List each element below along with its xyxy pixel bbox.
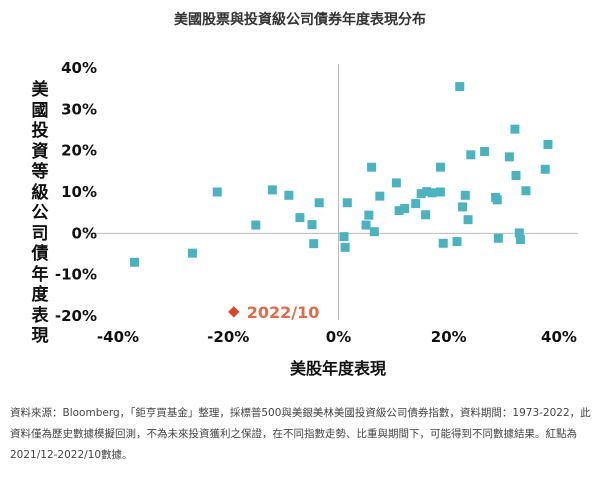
y-tick-label: -20% bbox=[55, 307, 97, 325]
y-tick-label: 20% bbox=[61, 142, 97, 160]
data-point bbox=[435, 162, 445, 172]
data-point bbox=[361, 220, 371, 230]
data-points bbox=[130, 82, 553, 267]
data-point bbox=[492, 195, 502, 205]
data-point bbox=[466, 150, 476, 160]
data-point bbox=[307, 220, 317, 230]
data-point bbox=[251, 220, 261, 230]
source-note: 資料來源：Bloomberg，「鉅亨買基金」整理，採標普500與美銀美林美國投資… bbox=[10, 407, 591, 461]
data-point bbox=[342, 198, 352, 208]
data-point bbox=[309, 239, 319, 249]
data-point bbox=[515, 235, 525, 245]
data-point bbox=[400, 204, 410, 214]
scatter-plot: 40%30%20%10%0%-10%-20% -40% -20% 0% 20% 40% … bbox=[55, 59, 578, 346]
data-point bbox=[130, 257, 140, 267]
data-point bbox=[369, 227, 379, 237]
data-point bbox=[510, 124, 520, 134]
data-point bbox=[394, 206, 404, 216]
highlight-annotation: 2022/10 bbox=[228, 303, 319, 322]
x-tick-label: -40% bbox=[97, 328, 139, 346]
x-tick-label: -20% bbox=[207, 328, 249, 346]
x-axis-label: 美股年度表現 bbox=[289, 359, 386, 378]
data-point bbox=[422, 187, 432, 197]
data-point bbox=[187, 248, 197, 258]
data-point bbox=[458, 202, 468, 212]
data-point bbox=[284, 190, 294, 200]
x-tick-label: 20% bbox=[431, 328, 467, 346]
data-point bbox=[438, 238, 448, 248]
data-point bbox=[391, 178, 401, 188]
data-point bbox=[452, 237, 462, 247]
data-point bbox=[339, 232, 349, 242]
data-point bbox=[314, 198, 324, 208]
y-axis-label: 美國投資等級公司債年度表現 bbox=[31, 80, 49, 346]
data-point bbox=[435, 187, 445, 197]
x-tick-labels: -40% -20% 0% 20% 40% bbox=[97, 328, 577, 346]
data-point bbox=[514, 228, 524, 238]
data-point bbox=[493, 233, 503, 243]
data-point bbox=[543, 139, 553, 149]
data-point bbox=[460, 190, 470, 200]
chart-title: 美國股票與投資級公司債券年度表現分布 bbox=[174, 12, 426, 28]
y-tick-label: 10% bbox=[61, 183, 97, 201]
x-tick-label: 40% bbox=[541, 328, 577, 346]
data-point bbox=[364, 210, 374, 220]
data-point bbox=[521, 186, 531, 196]
data-point bbox=[212, 187, 222, 197]
data-point bbox=[295, 213, 305, 223]
highlight-point bbox=[228, 306, 240, 318]
data-point bbox=[480, 146, 490, 156]
data-point bbox=[267, 185, 277, 195]
data-point bbox=[411, 199, 421, 209]
data-point bbox=[421, 210, 431, 220]
y-tick-label: -10% bbox=[55, 266, 97, 284]
data-point bbox=[416, 189, 426, 199]
data-point bbox=[455, 82, 465, 92]
x-tick-label: 0% bbox=[326, 328, 351, 346]
data-point bbox=[367, 162, 377, 172]
y-tick-label: 40% bbox=[61, 59, 97, 77]
data-point bbox=[511, 170, 521, 180]
data-point bbox=[540, 164, 550, 174]
data-point bbox=[340, 242, 350, 252]
data-point bbox=[463, 215, 473, 225]
y-tick-label: 0% bbox=[72, 224, 97, 242]
y-tick-label: 30% bbox=[61, 100, 97, 118]
data-point bbox=[504, 152, 514, 162]
data-point bbox=[375, 191, 385, 201]
y-tick-labels: 40% 30% 20% 10% 0% -10% -20% bbox=[55, 59, 97, 325]
data-point bbox=[427, 188, 437, 198]
highlight-label: 2022/10 bbox=[247, 303, 320, 322]
